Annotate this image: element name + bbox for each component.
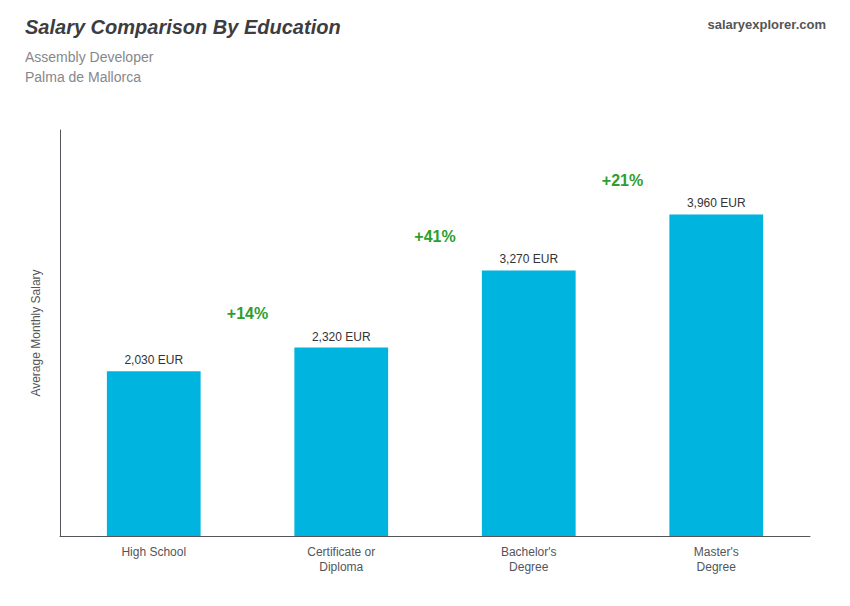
svg-text:Assembly Developer: Assembly Developer: [25, 49, 154, 65]
svg-text:+21%: +21%: [602, 172, 643, 189]
svg-text:Salary Comparison By Education: Salary Comparison By Education: [25, 16, 341, 38]
svg-text:Master's: Master's: [694, 545, 739, 559]
svg-text:3,270 EUR: 3,270 EUR: [499, 252, 558, 266]
svg-text:Bachelor's: Bachelor's: [501, 545, 557, 559]
svg-text:2,030 EUR: 2,030 EUR: [124, 353, 183, 367]
svg-text:Degree: Degree: [509, 560, 549, 574]
svg-text:3,960 EUR: 3,960 EUR: [687, 196, 746, 210]
svg-text:Average Monthly Salary: Average Monthly Salary: [29, 269, 43, 396]
svg-text:Degree: Degree: [697, 560, 737, 574]
svg-text:High School: High School: [121, 545, 186, 559]
svg-text:+14%: +14%: [227, 305, 268, 322]
svg-text:Certificate or: Certificate or: [307, 545, 375, 559]
svg-text:Diploma: Diploma: [319, 560, 363, 574]
svg-text:+41%: +41%: [414, 228, 455, 245]
svg-text:2,320 EUR: 2,320 EUR: [312, 330, 371, 344]
svg-text:salaryexplorer.com: salaryexplorer.com: [707, 17, 826, 32]
svg-text:Palma de Mallorca: Palma de Mallorca: [25, 69, 141, 85]
